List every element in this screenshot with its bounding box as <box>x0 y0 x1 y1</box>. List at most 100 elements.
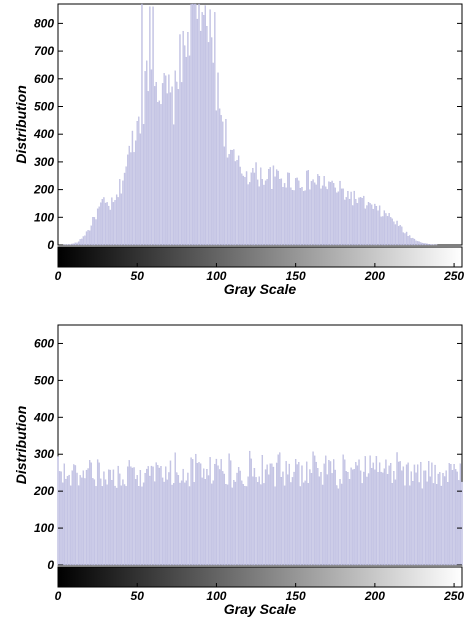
x-tick-label: 150 <box>286 269 306 283</box>
x-tick-label: 50 <box>131 269 145 283</box>
histogram-bar <box>383 210 386 246</box>
histogram-bar <box>269 167 271 246</box>
histogram-bar <box>337 488 340 566</box>
histogram-bar <box>237 467 240 566</box>
histogram-bar <box>133 152 135 246</box>
histogram-bar <box>302 191 305 246</box>
histogram-bar <box>217 72 219 246</box>
histogram-bar <box>390 217 392 246</box>
histogram-bar <box>71 470 73 566</box>
histogram-bar <box>355 199 357 246</box>
histogram-bar <box>347 472 349 566</box>
histogram-bar <box>120 193 123 246</box>
histogram-bar <box>95 219 97 246</box>
histogram-bar <box>241 173 243 246</box>
histogram-bar <box>100 202 102 246</box>
histogram-bar <box>84 478 86 566</box>
bars-group <box>58 3 438 246</box>
histogram-bar <box>66 476 69 566</box>
histogram-bar <box>380 216 382 246</box>
histogram-bar <box>142 124 145 246</box>
histogram-bar <box>199 30 202 246</box>
histogram-bar <box>377 472 379 566</box>
histogram-bar <box>310 181 313 246</box>
histogram-bar <box>296 464 298 566</box>
histogram-bar <box>306 170 308 246</box>
histogram-bar <box>307 170 309 246</box>
histogram-bar <box>407 236 409 246</box>
histogram-bar <box>104 202 107 246</box>
histogram-bar <box>372 208 374 246</box>
histogram-bar <box>409 235 411 246</box>
histogram-bar <box>247 476 249 566</box>
histogram-bar <box>315 461 317 566</box>
histogram-bar <box>185 480 187 566</box>
histogram-bar <box>298 180 300 246</box>
histogram-bar <box>296 177 298 246</box>
histogram-bar <box>333 183 335 246</box>
histogram-bar <box>261 455 264 566</box>
histogram-bar <box>451 470 454 566</box>
histogram-bar <box>195 453 197 566</box>
histogram-bar <box>79 475 81 566</box>
histogram-bar <box>277 170 279 246</box>
histogram-bar <box>190 457 192 566</box>
histogram-bar <box>74 465 77 566</box>
histogram-bar <box>325 455 327 566</box>
histogram-bar <box>293 190 295 246</box>
histogram-bar <box>85 231 88 246</box>
histogram-bar <box>230 460 232 566</box>
histogram-bar <box>412 481 414 566</box>
histogram-bar <box>331 473 333 566</box>
histogram-bar <box>428 244 430 246</box>
histogram-bar <box>242 175 245 246</box>
histogram-bar <box>429 244 431 246</box>
histogram-bar <box>426 243 428 246</box>
histogram-bar <box>92 478 94 566</box>
histogram-bar <box>375 206 378 246</box>
histogram-bar <box>90 462 92 566</box>
histogram-bar <box>443 476 446 566</box>
histogram-bar <box>256 482 259 566</box>
bars-group <box>57 450 463 566</box>
y-tick-label: 100 <box>34 521 54 535</box>
histogram-bar <box>112 202 115 246</box>
histogram-bar <box>326 189 328 246</box>
histogram-bar <box>241 480 243 566</box>
histogram-bar <box>431 462 433 566</box>
histogram-bar <box>163 73 165 246</box>
histogram-bar <box>95 486 97 566</box>
histogram-bar <box>344 199 346 246</box>
histogram-bar <box>230 149 232 246</box>
histogram-bar <box>334 469 336 566</box>
histogram-bar <box>304 190 306 246</box>
histogram-bar <box>309 189 311 246</box>
histogram-bar <box>142 482 145 566</box>
histogram-bar <box>147 466 149 566</box>
histogram-bar <box>101 486 104 566</box>
histogram-original-svg: 0 100 200 300 400 500 600 700 800 0 50 100 150 200 250… <box>13 3 464 297</box>
histogram-bar <box>410 471 412 566</box>
histogram-bar <box>211 37 213 246</box>
histogram-bar <box>371 468 373 566</box>
y-tick-label: 700 <box>34 44 54 58</box>
histogram-bar <box>130 152 132 246</box>
histogram-bar <box>108 469 110 566</box>
histogram-bar <box>459 463 462 566</box>
histogram-bar <box>366 476 368 566</box>
histogram-bar <box>141 3 143 246</box>
histogram-bar <box>302 482 305 566</box>
histogram-bar <box>158 100 161 246</box>
histogram-bar <box>185 56 187 246</box>
histogram-bar <box>317 468 319 566</box>
histogram-bar <box>399 461 401 566</box>
histogram-bar <box>193 3 195 246</box>
histogram-bar <box>92 217 94 246</box>
histogram-bar <box>152 6 154 246</box>
histogram-bar <box>114 485 116 566</box>
histogram-bar <box>325 186 327 246</box>
histogram-bar <box>85 469 88 566</box>
y-tick-label: 200 <box>33 484 54 498</box>
histogram-bar <box>239 166 241 246</box>
histogram-bar <box>445 470 447 566</box>
